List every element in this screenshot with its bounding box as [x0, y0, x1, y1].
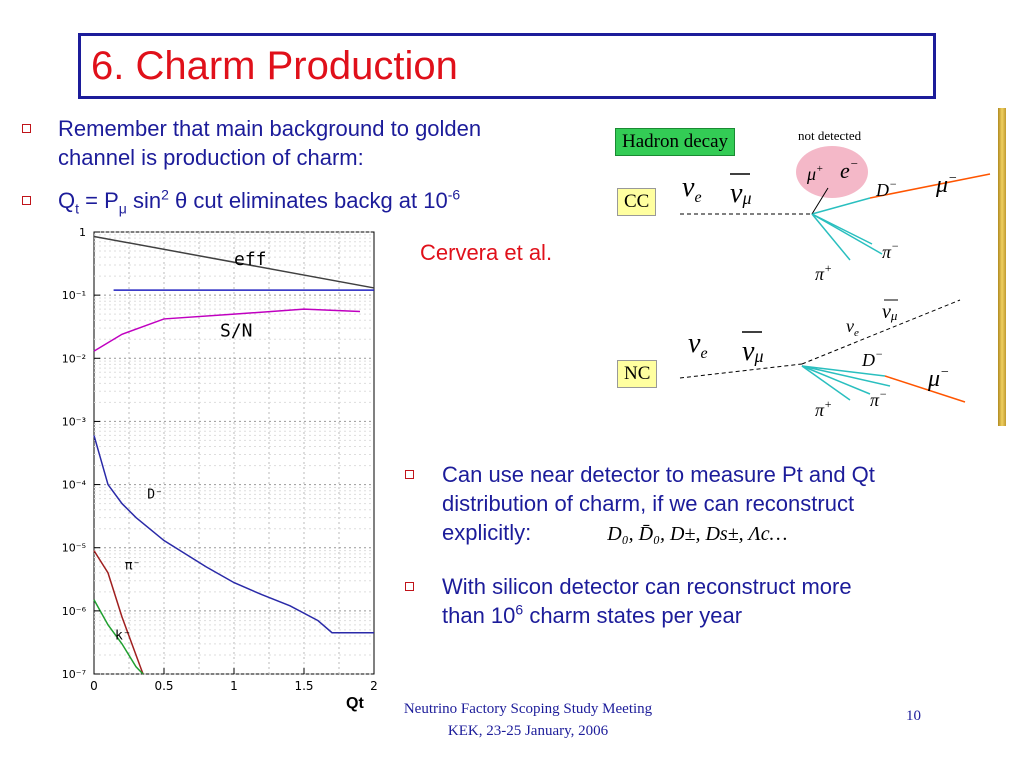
- bullet-line: Can use near detector to measure Pt and …: [442, 462, 875, 487]
- cc-pi-minus: π−: [882, 239, 899, 262]
- y-tick-label: 10⁻¹: [62, 289, 86, 302]
- nc-mu-line: [884, 375, 966, 403]
- cc-nubar-mu: νμ: [730, 178, 751, 209]
- x-tick-label: 0.5: [154, 679, 173, 693]
- p-sub: μ: [118, 200, 127, 217]
- x-tick-label: 0: [90, 679, 98, 693]
- states-text: charm states per year: [523, 603, 743, 628]
- cc-pi-line: [811, 213, 883, 255]
- cc-d-line: [811, 197, 871, 215]
- than-text: than 10: [442, 603, 516, 628]
- q-sub: t: [75, 200, 80, 217]
- annotation-label: D⁻: [147, 488, 163, 503]
- cc-pi-plus: π+: [815, 261, 832, 284]
- x-tick-label: 1: [230, 679, 238, 693]
- rest-text: cut eliminates backg at 10: [187, 188, 448, 213]
- bullet-qt-cut: Qt = Pμ sin2 θ cut eliminates backg at 1…: [58, 186, 618, 217]
- citation: Cervera et al.: [420, 240, 553, 265]
- page-title: 6. Charm Production: [91, 44, 458, 88]
- qt-axis-label: Qt: [346, 695, 364, 712]
- bullet-marker: [22, 124, 31, 133]
- not-detected-label: not detected: [798, 128, 862, 143]
- bullet-line: than 106 charm states per year: [442, 601, 1017, 630]
- y-tick-label: 10⁻²: [62, 352, 86, 365]
- nc-pi-line: [801, 365, 851, 401]
- cc-label: CC: [617, 188, 657, 216]
- nc-out-line: [801, 299, 961, 365]
- nc-pi-minus: π−: [870, 387, 887, 410]
- not-detected-blob: [796, 146, 868, 198]
- series-k⁻: [93, 599, 144, 675]
- series-D⁻: [93, 435, 374, 634]
- cc-pi-line: [811, 213, 851, 261]
- cc-blob-line: [811, 187, 829, 215]
- nc-pi-plus: π+: [815, 397, 832, 420]
- footer-line2: KEK, 23-25 January, 2006: [447, 723, 609, 739]
- series-S/N: [93, 308, 361, 352]
- bullet-line: With silicon detector can reconstruct mo…: [442, 574, 852, 599]
- nc-label: NC: [617, 360, 658, 388]
- feynman-diagram: not detected νe νμ μ+ e− D− μ− π− π+ νe …: [679, 128, 991, 420]
- cc-d-minus: D−: [875, 177, 897, 200]
- title-box: 6. Charm Production: [78, 33, 936, 99]
- y-tick-label: 10⁻⁴: [62, 479, 87, 492]
- bullet-marker: [405, 470, 414, 479]
- charm-states-formula: D₀, D̄₀, D±, Ds±, Λc…: [607, 523, 788, 545]
- qt-log-plot: 0 0.5 1 1.5 2 1 10⁻¹ 10⁻² 10⁻³ 10⁻⁴ 10⁻⁵ 10⁻⁶ 10⁻⁷ ef…: [62, 226, 378, 693]
- series-π⁻: [93, 550, 144, 675]
- nc-nubar-out: νμ: [882, 301, 898, 323]
- blob-mu-plus: μ+: [806, 163, 823, 184]
- nc-nu-e-out: νe: [846, 316, 859, 339]
- y-tick-label: 10⁻⁷: [62, 668, 86, 681]
- y-tick-label: 10⁻⁵: [62, 542, 86, 555]
- footer-line1: Neutrino Factory Scoping Study Meeting: [403, 701, 653, 717]
- cc-nu-e: νe: [682, 172, 702, 206]
- theta-text: θ: [168, 188, 188, 213]
- decor-stripe: [998, 108, 1006, 426]
- bullet-marker: [405, 582, 414, 591]
- bullet-line: explicitly: D₀, D̄₀, D±, Ds±, Λc…: [442, 518, 1017, 549]
- bullet-line: Remember that main background to golden: [58, 116, 482, 141]
- exp-six: 6: [515, 601, 524, 618]
- blob-e-minus: e−: [840, 156, 859, 183]
- explicitly-text: explicitly:: [442, 520, 532, 545]
- sin-sup: 2: [161, 186, 169, 203]
- nc-beam-line: [679, 363, 803, 379]
- bullet-line: channel is production of charm:: [58, 145, 364, 170]
- eq-text: = P: [79, 188, 119, 213]
- bullet-silicon-detector: With silicon detector can reconstruct mo…: [442, 572, 1017, 630]
- x-tick-label: 1.5: [294, 679, 313, 693]
- page-number: 10: [906, 708, 921, 724]
- annotation-label: π⁻: [125, 559, 141, 574]
- bullet-line: distribution of charm, if we can reconst…: [442, 491, 855, 516]
- cc-mu-minus: μ−: [935, 171, 958, 198]
- bullet-background: Remember that main background to golden …: [58, 114, 618, 172]
- y-tick-label: 1: [79, 226, 86, 239]
- series-eff: [93, 235, 375, 289]
- q-text: Q: [58, 188, 76, 213]
- bullet-marker: [22, 196, 31, 205]
- annotation-label: S/N: [220, 321, 253, 342]
- hadron-decay-label: Hadron decay: [615, 128, 736, 156]
- cc-mu-line: [869, 173, 991, 199]
- nc-nubar-mu: νμ: [742, 336, 763, 367]
- exp-sup: -6: [447, 186, 461, 203]
- y-tick-label: 10⁻⁶: [62, 605, 87, 618]
- bullet-near-detector: Can use near detector to measure Pt and …: [442, 460, 1017, 549]
- nc-pi-line: [801, 365, 871, 395]
- annotation-label: eff: [234, 249, 267, 270]
- nc-nu-e: νe: [688, 328, 708, 362]
- nc-pi-line: [801, 365, 891, 387]
- sin-text: sin: [126, 188, 162, 213]
- nc-d-minus: D−: [861, 347, 883, 370]
- y-tick-label: 10⁻³: [62, 415, 86, 428]
- nc-mu-minus: μ−: [927, 365, 950, 392]
- nc-d-line: [801, 365, 886, 377]
- annotation-label: k⁻: [115, 629, 131, 644]
- footer: Neutrino Factory Scoping Study Meeting K…: [355, 698, 701, 742]
- x-tick-label: 2: [370, 679, 378, 693]
